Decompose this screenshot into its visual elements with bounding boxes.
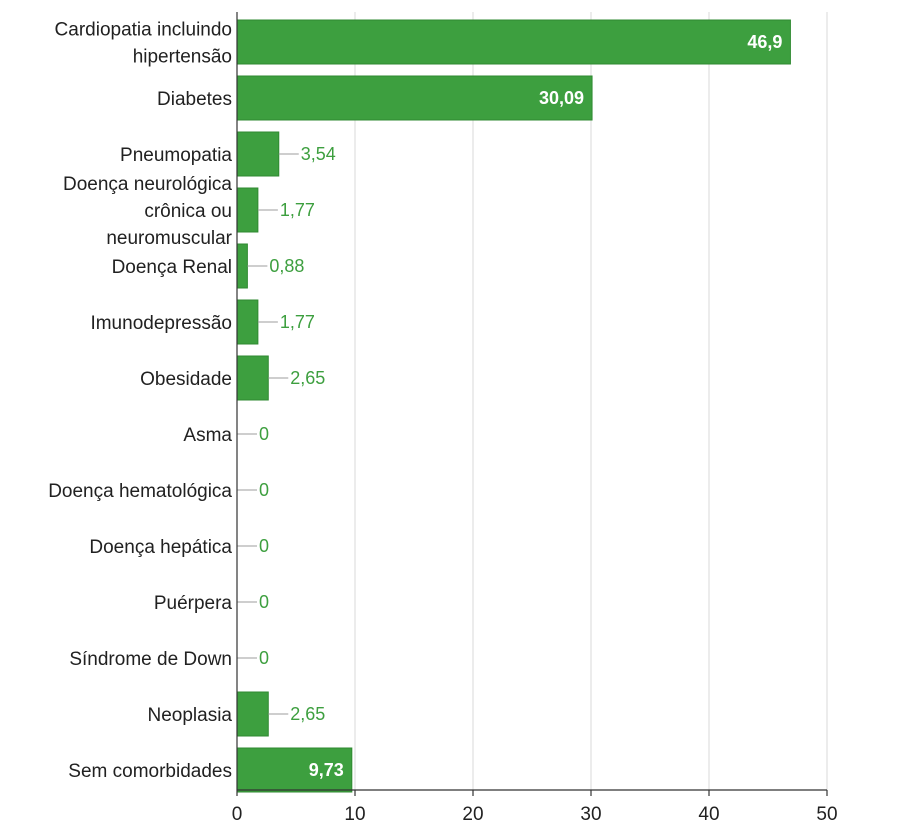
data-label: 46,9	[747, 32, 782, 52]
category-label: Sem comorbidades	[68, 761, 232, 782]
x-tick-label: 40	[698, 804, 719, 825]
category-label: Pneumopatia	[120, 145, 232, 166]
data-label: 0	[259, 424, 269, 444]
data-label: 9,73	[309, 760, 344, 780]
bar	[236, 299, 259, 345]
data-label: 0	[259, 536, 269, 556]
bar	[236, 187, 259, 233]
category-label: neuromuscular	[106, 228, 232, 249]
category-label: crônica ou	[144, 201, 232, 222]
bar	[236, 747, 353, 793]
data-label: 1,77	[280, 312, 315, 332]
bar	[236, 131, 280, 177]
category-label: Obesidade	[140, 369, 232, 390]
category-label: Doença hepática	[89, 537, 232, 558]
category-label: Cardiopatia incluindo	[55, 20, 232, 41]
bar	[236, 19, 791, 65]
data-label: 2,65	[290, 704, 325, 724]
data-label: 1,77	[280, 200, 315, 220]
x-tick-label: 20	[462, 804, 483, 825]
data-label: 0	[259, 648, 269, 668]
data-label: 3,54	[301, 144, 336, 164]
x-tick-label: 10	[344, 804, 365, 825]
category-label: Diabetes	[157, 89, 232, 110]
x-tick-label: 50	[816, 804, 837, 825]
data-label: 0	[259, 592, 269, 612]
category-label: Síndrome de Down	[69, 649, 232, 670]
category-label: Doença Renal	[112, 257, 232, 278]
data-label: 30,09	[539, 88, 584, 108]
x-tick-label: 30	[580, 804, 601, 825]
category-label: Doença neurológica	[63, 174, 232, 195]
bar	[236, 75, 593, 121]
data-label: 0,88	[269, 256, 304, 276]
data-label: 0	[259, 480, 269, 500]
category-label: Imunodepressão	[90, 313, 232, 334]
category-label: Puérpera	[154, 593, 233, 614]
category-label: Asma	[183, 425, 232, 446]
category-label: Doença hematológica	[48, 481, 232, 502]
bar	[236, 691, 269, 737]
category-label: hipertensão	[133, 47, 232, 68]
category-label: Neoplasia	[148, 705, 233, 726]
x-tick-label: 0	[232, 804, 243, 825]
bar	[236, 243, 248, 289]
bar	[236, 355, 269, 401]
data-label: 2,65	[290, 368, 325, 388]
